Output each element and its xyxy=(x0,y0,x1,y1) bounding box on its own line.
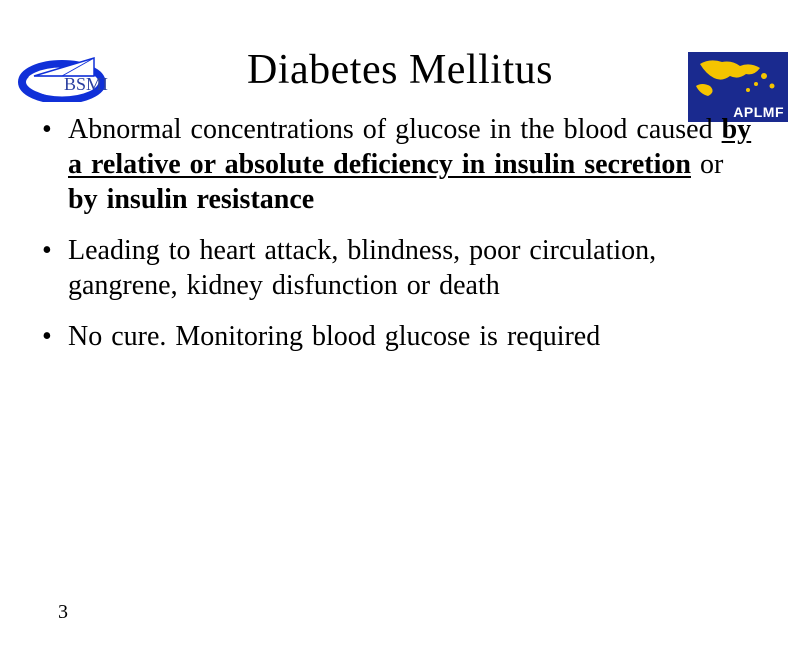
aplmf-logo-text: APLMF xyxy=(733,104,784,120)
bsmi-logo-text: BSMI xyxy=(64,74,108,94)
text-run: No cure. Monitoring blood glucose is req… xyxy=(68,321,600,352)
text-run: Abnormal concentrations of glucose in th… xyxy=(68,114,722,145)
page-number: 3 xyxy=(58,601,68,624)
bullet-list: Abnormal concentrations of glucose in th… xyxy=(40,112,760,354)
bsmi-logo: BSMI xyxy=(14,54,124,102)
text-run: by insulin resistance xyxy=(68,184,314,215)
slide-body: Abnormal concentrations of glucose in th… xyxy=(40,112,760,354)
bullet-item: Leading to heart attack, blindness, poor… xyxy=(40,233,760,303)
text-run: or xyxy=(691,149,723,180)
text-run: Leading to heart attack, blindness, poor… xyxy=(68,235,656,301)
bullet-item: Abnormal concentrations of glucose in th… xyxy=(40,112,760,217)
bullet-item: No cure. Monitoring blood glucose is req… xyxy=(40,319,760,354)
